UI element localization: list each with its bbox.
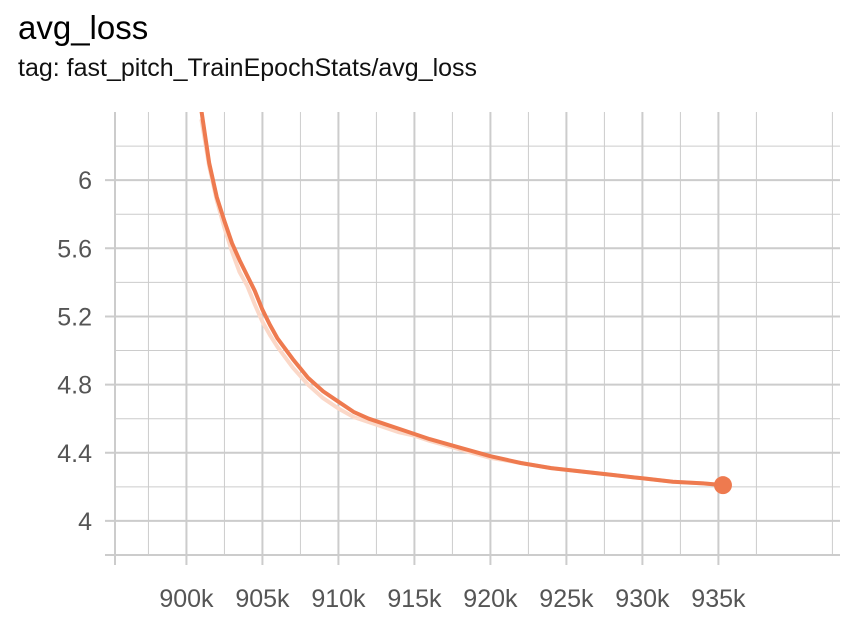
x-tick-label: 915k bbox=[387, 585, 442, 613]
x-tick-label: 935k bbox=[691, 585, 746, 613]
y-tick-label: 6 bbox=[78, 167, 92, 195]
x-tick-label: 905k bbox=[235, 585, 290, 613]
x-tick-label: 925k bbox=[539, 585, 594, 613]
chart-subtitle: tag: fast_pitch_TrainEpochStats/avg_loss bbox=[18, 54, 478, 82]
raw-series-line bbox=[199, 118, 725, 488]
x-tick-label: 920k bbox=[463, 585, 518, 613]
y-tick-label: 4.4 bbox=[57, 440, 92, 468]
x-tick-label: 930k bbox=[615, 585, 670, 613]
series-end-point bbox=[713, 476, 732, 495]
smoothed-series-line bbox=[199, 112, 725, 488]
y-tick-label: 5.6 bbox=[57, 235, 92, 263]
chart-title: avg_loss bbox=[18, 9, 149, 46]
x-tick-label: 900k bbox=[159, 585, 214, 613]
y-tick-label: 5.2 bbox=[57, 303, 92, 331]
x-tick-label: 910k bbox=[311, 585, 366, 613]
y-tick-label: 4 bbox=[78, 508, 92, 536]
y-tick-label: 4.8 bbox=[57, 372, 92, 400]
